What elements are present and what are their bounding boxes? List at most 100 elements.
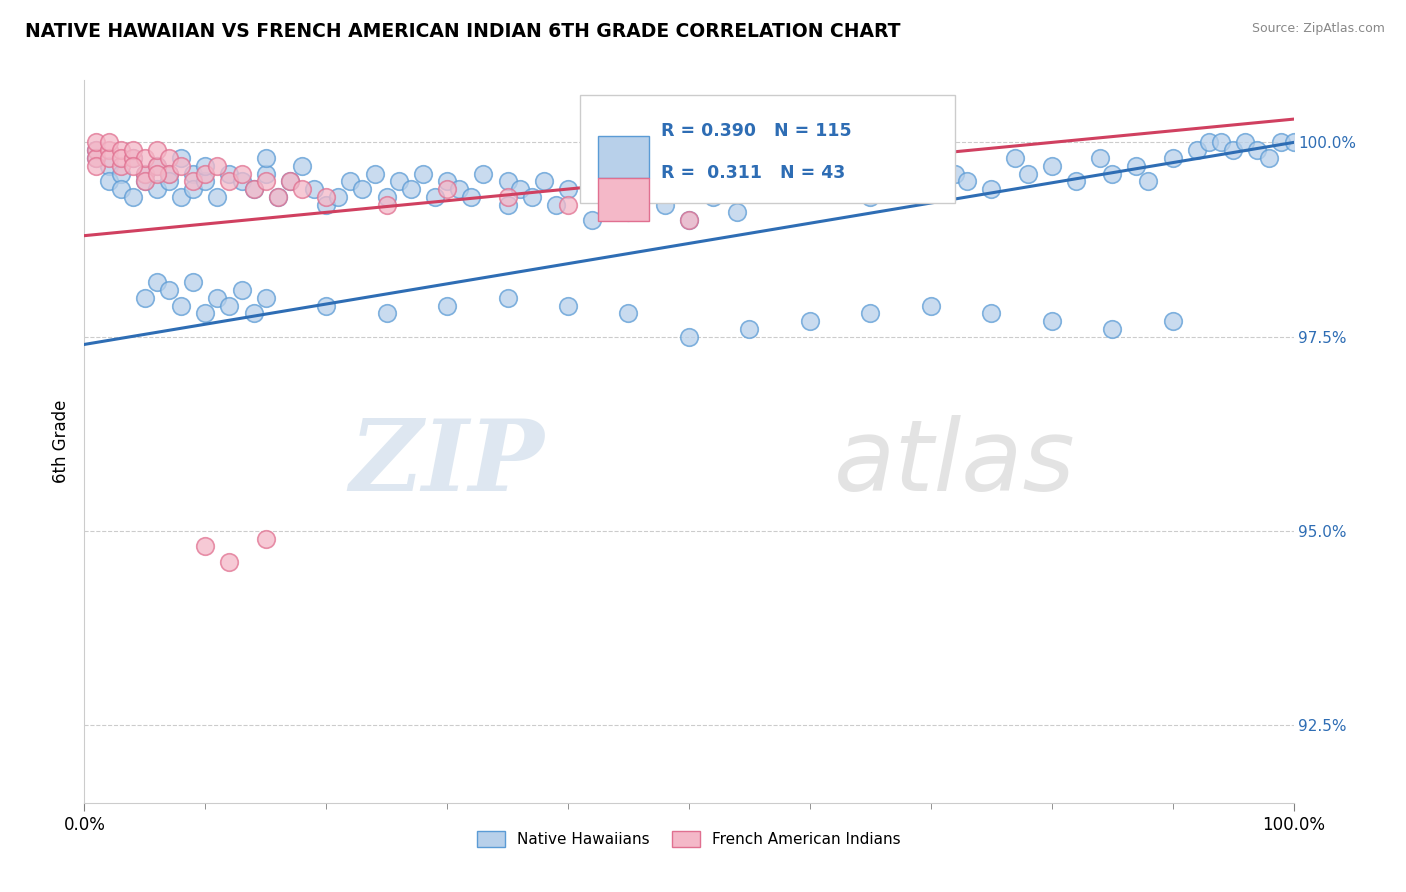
Point xyxy=(121,159,143,173)
Point xyxy=(375,197,398,211)
Point xyxy=(146,167,169,181)
Point xyxy=(97,174,120,188)
Point xyxy=(375,190,398,204)
Point xyxy=(134,167,156,181)
Point xyxy=(1161,314,1184,328)
Text: R = 0.390   N = 115: R = 0.390 N = 115 xyxy=(661,121,852,140)
Point xyxy=(678,329,700,343)
Point xyxy=(146,159,169,173)
Point xyxy=(218,299,240,313)
Point xyxy=(799,314,821,328)
Point xyxy=(146,182,169,196)
Point xyxy=(231,283,253,297)
Point xyxy=(278,174,301,188)
Point xyxy=(170,151,193,165)
Point xyxy=(775,174,797,188)
Point xyxy=(544,197,567,211)
Point xyxy=(207,159,229,173)
Point xyxy=(242,182,264,196)
Point xyxy=(315,190,337,204)
Point xyxy=(97,143,120,157)
Point xyxy=(86,136,108,150)
Point xyxy=(278,174,301,188)
Point xyxy=(194,174,217,188)
Point xyxy=(859,190,882,204)
Point xyxy=(533,174,555,188)
Point xyxy=(412,167,434,181)
Point xyxy=(157,283,180,297)
Text: R =  0.311   N = 43: R = 0.311 N = 43 xyxy=(661,164,845,182)
Point xyxy=(291,159,314,173)
Point xyxy=(363,167,385,181)
Text: ZIP: ZIP xyxy=(349,415,544,511)
Point xyxy=(1040,159,1063,173)
Point xyxy=(134,167,156,181)
Point xyxy=(1040,314,1063,328)
Point xyxy=(460,190,482,204)
Point xyxy=(449,182,471,196)
Point xyxy=(509,182,531,196)
Point xyxy=(254,291,277,305)
Point xyxy=(207,190,229,204)
FancyBboxPatch shape xyxy=(599,136,650,178)
Point xyxy=(896,136,918,150)
FancyBboxPatch shape xyxy=(599,178,650,221)
Point xyxy=(134,151,156,165)
Point xyxy=(218,555,240,569)
Point xyxy=(218,174,240,188)
Point xyxy=(121,151,143,165)
Point xyxy=(859,306,882,320)
Point xyxy=(1258,151,1281,165)
Point xyxy=(702,190,724,204)
Point xyxy=(581,213,603,227)
Point xyxy=(315,299,337,313)
Point xyxy=(194,159,217,173)
Point xyxy=(254,532,277,546)
Point xyxy=(1125,159,1147,173)
Point xyxy=(738,322,761,336)
Point xyxy=(110,159,132,173)
Point xyxy=(496,291,519,305)
Point xyxy=(1017,167,1039,181)
Point xyxy=(980,182,1002,196)
Point xyxy=(1161,151,1184,165)
Legend: Native Hawaiians, French American Indians: Native Hawaiians, French American Indian… xyxy=(471,825,907,853)
Text: atlas: atlas xyxy=(834,415,1076,512)
Point xyxy=(110,143,132,157)
Point xyxy=(134,174,156,188)
Point xyxy=(496,174,519,188)
Point xyxy=(121,190,143,204)
Point xyxy=(605,190,627,204)
Point xyxy=(1185,143,1208,157)
Point xyxy=(291,182,314,196)
Point xyxy=(846,174,869,188)
Point xyxy=(157,167,180,181)
Point xyxy=(496,197,519,211)
Point xyxy=(436,174,458,188)
Point xyxy=(302,182,325,196)
Point xyxy=(110,182,132,196)
Point xyxy=(883,151,905,165)
Point xyxy=(678,213,700,227)
Point xyxy=(254,167,277,181)
Point xyxy=(254,174,277,188)
Point xyxy=(738,182,761,196)
Point xyxy=(557,299,579,313)
Point xyxy=(231,167,253,181)
Point xyxy=(194,540,217,554)
Point xyxy=(231,174,253,188)
Point xyxy=(194,306,217,320)
Point xyxy=(725,205,748,219)
Point xyxy=(242,182,264,196)
Point xyxy=(181,167,204,181)
Point xyxy=(170,299,193,313)
Point xyxy=(1246,143,1268,157)
Point xyxy=(436,182,458,196)
Point xyxy=(181,174,204,188)
Point xyxy=(678,213,700,227)
Point xyxy=(254,151,277,165)
Point xyxy=(557,182,579,196)
Text: Source: ZipAtlas.com: Source: ZipAtlas.com xyxy=(1251,22,1385,36)
Point xyxy=(1137,174,1160,188)
Point xyxy=(472,167,495,181)
